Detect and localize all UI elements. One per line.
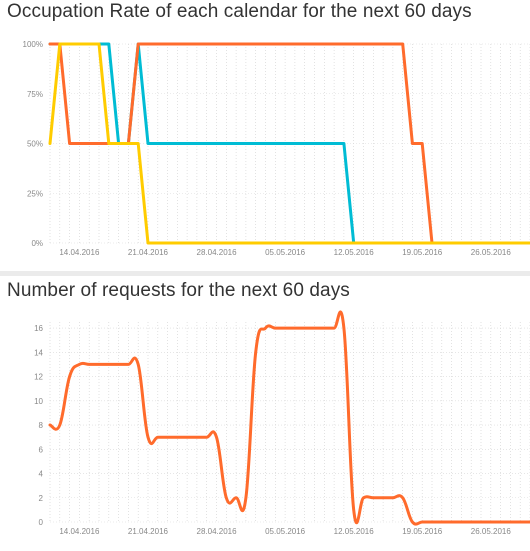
y-tick-label: 16 (34, 324, 43, 333)
y-tick-label: 25% (27, 189, 43, 198)
y-tick-label: 0 (39, 518, 44, 527)
y-tick-label: 50% (27, 140, 43, 149)
occupation-rate-chart: 100% 75% 50% 25% 0% 14.04.2016 21.04.2016 28.04… (23, 40, 530, 257)
y-tick-label: 12 (34, 373, 43, 382)
x-tick-label: 21.04.2016 (128, 248, 169, 257)
y-tick-label: 75% (27, 90, 43, 99)
x-tick-label: 19.05.2016 (402, 248, 443, 257)
x-tick-label: 26.05.2016 (471, 527, 512, 536)
series-line (48, 310, 530, 526)
y-tick-label: 0% (31, 239, 43, 248)
y-tick-label: 14 (34, 348, 43, 357)
series-line (48, 42, 530, 245)
occupation-rate-title: Occupation Rate of each calendar for the… (7, 1, 472, 22)
y-tick-label: 8 (39, 421, 44, 430)
x-tick-label: 28.04.2016 (197, 248, 238, 257)
requests-chart: 16 14 12 10 8 6 4 2 0 14.04.2016 21.04.2016 28.04.2… (34, 310, 530, 536)
x-tick-label: 05.05.2016 (265, 527, 306, 536)
x-tick-label: 26.05.2016 (471, 248, 512, 257)
x-tick-label: 14.04.2016 (59, 248, 100, 257)
y-tick-label: 100% (23, 40, 43, 49)
y-tick-label: 4 (39, 470, 44, 479)
panel-divider (0, 271, 530, 276)
y-tick-label: 2 (39, 494, 44, 503)
occupation-rate-panel: Occupation Rate of each calendar for the… (0, 0, 530, 271)
x-tick-label: 14.04.2016 (59, 527, 100, 536)
requests-title: Number of requests for the next 60 days (7, 280, 350, 301)
y-tick-label: 10 (34, 397, 43, 406)
y-tick-label: 6 (39, 445, 44, 454)
series-line (48, 42, 530, 245)
x-tick-label: 12.05.2016 (334, 527, 375, 536)
x-tick-label: 28.04.2016 (197, 527, 238, 536)
x-tick-label: 12.05.2016 (334, 248, 375, 257)
x-tick-label: 19.05.2016 (402, 527, 443, 536)
requests-panel: Number of requests for the next 60 days … (0, 276, 530, 551)
x-tick-label: 05.05.2016 (265, 248, 306, 257)
x-tick-label: 21.04.2016 (128, 527, 169, 536)
